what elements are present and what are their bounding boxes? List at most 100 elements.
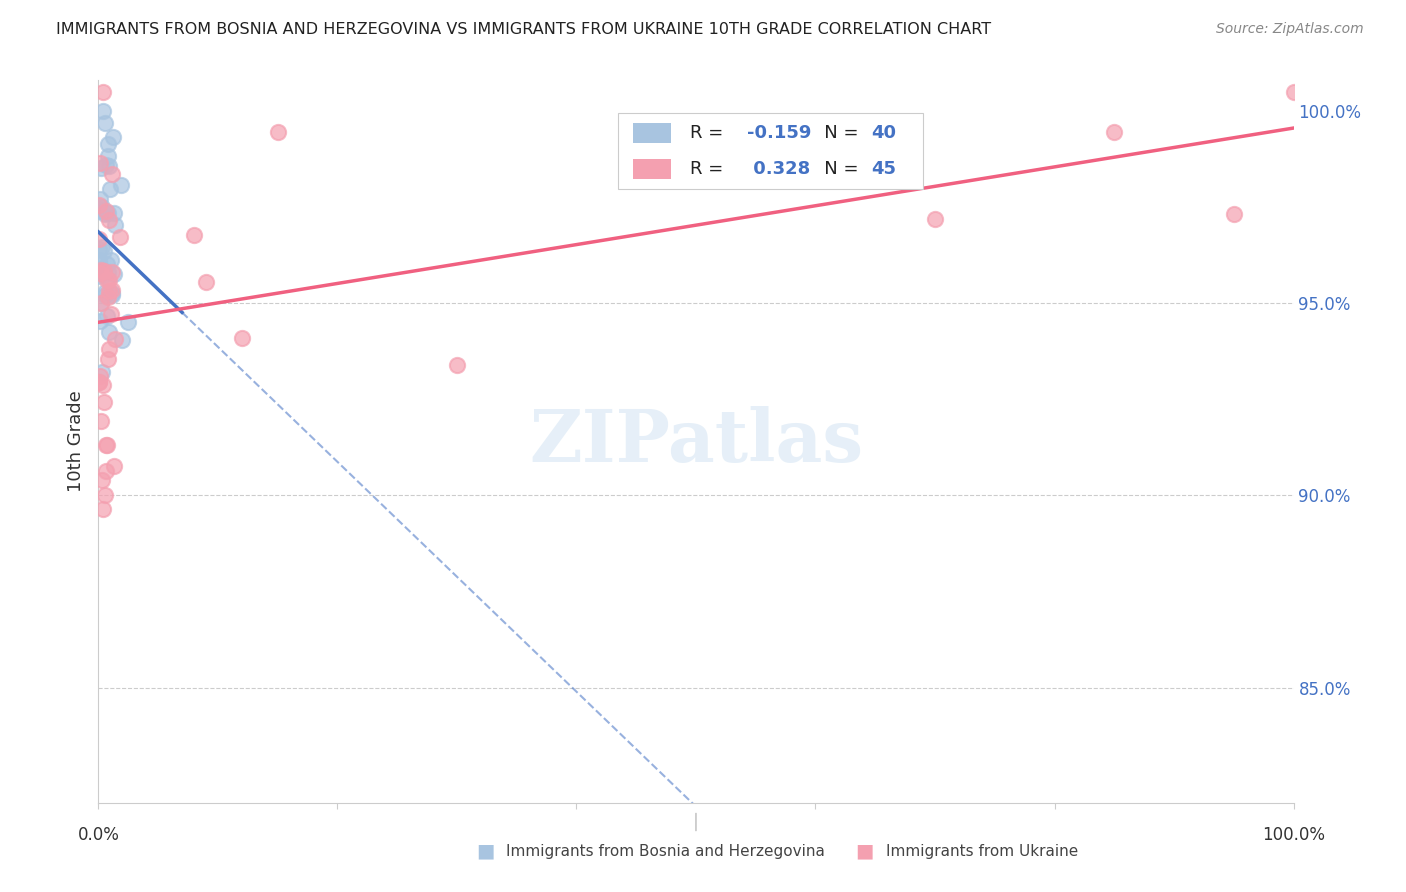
FancyBboxPatch shape <box>633 123 671 143</box>
Point <box>685 136 707 151</box>
Point <box>96 438 118 452</box>
Point <box>87 376 110 390</box>
Point <box>91 365 114 379</box>
Point <box>924 212 946 227</box>
Point <box>98 343 121 357</box>
Point <box>97 352 120 367</box>
Point <box>90 473 112 487</box>
Text: Source: ZipAtlas.com: Source: ZipAtlas.com <box>1216 22 1364 37</box>
Text: Immigrants from Ukraine: Immigrants from Ukraine <box>886 845 1078 859</box>
Text: IMMIGRANTS FROM BOSNIA AND HERZEGOVINA VS IMMIGRANTS FROM UKRAINE 10TH GRADE COR: IMMIGRANTS FROM BOSNIA AND HERZEGOVINA V… <box>56 22 991 37</box>
Point <box>89 198 111 212</box>
Point <box>98 159 121 173</box>
Text: 100.0%: 100.0% <box>1263 826 1324 844</box>
Text: 0.328: 0.328 <box>748 161 811 178</box>
Text: ■: ■ <box>855 841 875 860</box>
Point <box>87 253 110 268</box>
Point <box>231 331 253 345</box>
Point <box>90 296 112 310</box>
Point <box>100 182 122 196</box>
Point <box>108 230 131 244</box>
Text: 40: 40 <box>872 124 897 142</box>
Point <box>93 268 115 282</box>
Point <box>91 85 114 99</box>
Point <box>446 358 468 372</box>
Point <box>93 264 115 278</box>
Point <box>98 325 121 339</box>
Point <box>103 206 125 220</box>
Point <box>183 228 205 243</box>
Point <box>94 285 117 300</box>
Point <box>90 161 112 176</box>
Point <box>89 203 111 218</box>
Point <box>89 192 111 206</box>
Y-axis label: 10th Grade: 10th Grade <box>66 391 84 492</box>
Point <box>87 232 110 246</box>
Text: 0.0%: 0.0% <box>77 826 120 844</box>
Point <box>89 266 111 280</box>
Text: Immigrants from Bosnia and Herzegovina: Immigrants from Bosnia and Herzegovina <box>506 845 825 859</box>
Point <box>1282 85 1305 99</box>
Text: R =: R = <box>690 124 728 142</box>
Point <box>90 296 112 310</box>
Point <box>117 315 139 329</box>
Point <box>94 438 117 452</box>
Point <box>100 253 122 268</box>
Point <box>100 265 122 279</box>
Point <box>93 244 115 259</box>
Point <box>111 333 134 347</box>
Point <box>101 288 124 302</box>
Point <box>89 314 111 328</box>
Point <box>87 375 110 389</box>
Point <box>94 463 117 477</box>
Point <box>90 240 112 254</box>
Point <box>101 283 124 297</box>
Point <box>93 395 115 409</box>
Point <box>89 156 111 170</box>
Point <box>89 369 111 384</box>
Point <box>101 167 124 181</box>
Point <box>91 502 114 516</box>
Point <box>94 158 117 172</box>
Text: ■: ■ <box>475 841 495 860</box>
Point <box>89 256 111 270</box>
Point <box>96 273 118 287</box>
Point <box>1104 125 1126 139</box>
Point <box>97 136 120 151</box>
Point <box>90 200 112 214</box>
Text: N =: N = <box>807 124 865 142</box>
Point <box>94 207 117 221</box>
Point <box>98 213 121 227</box>
Point <box>94 288 117 302</box>
Point <box>89 262 111 277</box>
Point <box>1223 207 1246 221</box>
Point <box>103 458 125 473</box>
Point <box>94 488 117 502</box>
Text: ZIPatlas: ZIPatlas <box>529 406 863 477</box>
Text: -0.159: -0.159 <box>748 124 811 142</box>
Point <box>100 307 122 321</box>
FancyBboxPatch shape <box>619 112 922 189</box>
Point <box>101 129 124 144</box>
Point <box>90 414 112 428</box>
Point <box>267 125 290 139</box>
Point <box>89 268 111 283</box>
Point <box>100 285 122 300</box>
Point <box>195 275 218 289</box>
Point <box>87 202 110 216</box>
Point <box>93 377 115 392</box>
Point <box>96 309 118 323</box>
Point <box>94 204 117 219</box>
Point <box>103 268 125 282</box>
Point <box>110 178 132 192</box>
Point <box>97 148 120 162</box>
Text: R =: R = <box>690 161 728 178</box>
Point <box>96 257 118 271</box>
Point <box>98 272 121 286</box>
Point <box>98 284 121 298</box>
Point <box>96 290 118 304</box>
Point <box>97 205 120 219</box>
Text: N =: N = <box>807 161 865 178</box>
Point <box>104 219 127 233</box>
Point <box>87 242 110 256</box>
